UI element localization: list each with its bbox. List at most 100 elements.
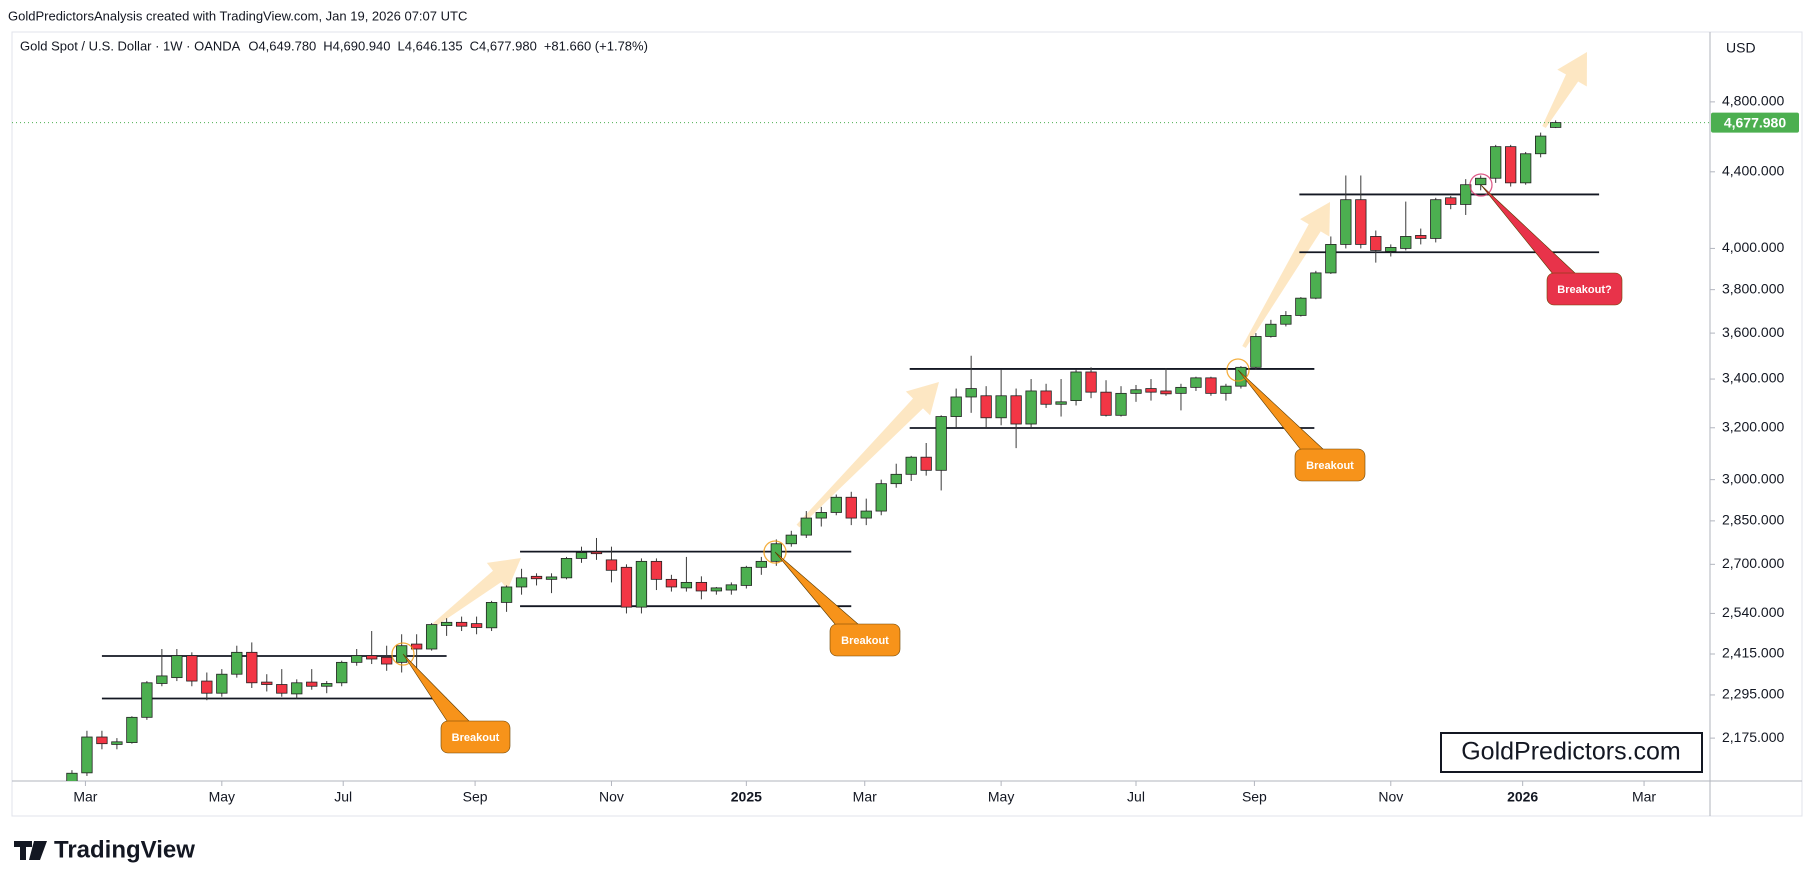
candle-body — [1430, 199, 1442, 239]
candle-body — [1190, 377, 1202, 388]
candle-body — [515, 577, 528, 588]
legend-value: +81.660 (+1.78%) — [544, 38, 648, 53]
candle-body — [1310, 272, 1322, 299]
last-price-label: 4,677.980 — [1724, 114, 1786, 130]
legend-value: O4,649.780 — [248, 38, 316, 53]
candle-body — [186, 655, 198, 682]
callout-box — [1546, 272, 1623, 306]
candle-body — [216, 673, 228, 694]
projection-arrow — [1542, 52, 1587, 128]
candle-body — [1295, 297, 1307, 316]
y-tick-label: 4,400.000 — [1722, 163, 1784, 179]
projection-arrow — [796, 382, 939, 528]
candle-body — [950, 396, 962, 417]
y-tick-label: 2,700.000 — [1722, 555, 1784, 571]
x-tick-label: May — [988, 789, 1014, 805]
candle-body — [770, 543, 782, 562]
candle-body — [1070, 371, 1082, 402]
candle-body — [1160, 390, 1172, 395]
candle-body — [351, 655, 363, 663]
y-tick-label: 3,200.000 — [1722, 418, 1784, 434]
candle-body — [1055, 401, 1067, 405]
callout: Breakout — [1237, 369, 1366, 482]
candle-body — [1325, 244, 1337, 274]
x-tick-label: Nov — [599, 789, 624, 805]
breakout-circle — [1469, 173, 1493, 197]
candle-body — [201, 680, 213, 694]
candle-body — [336, 661, 348, 684]
candle-body — [935, 416, 947, 471]
brand: TradingView — [14, 836, 195, 863]
callout-label: Breakout — [841, 635, 889, 647]
candle-body — [680, 581, 693, 589]
candle-body — [635, 560, 648, 608]
candle-body — [830, 496, 842, 513]
candle-body — [1265, 323, 1277, 337]
candle-body — [1025, 390, 1037, 425]
y-tick-label: 2,175.000 — [1722, 729, 1784, 745]
x-tick-label: 2025 — [731, 789, 762, 805]
candle-body — [111, 741, 123, 745]
candle-body — [66, 772, 78, 781]
candle-body — [485, 602, 498, 629]
candle-body — [905, 456, 917, 475]
candle-body — [920, 456, 932, 471]
candle-body — [306, 681, 318, 687]
legend-value: C4,677.980 — [470, 38, 537, 53]
callout: Breakout — [774, 551, 901, 657]
y-tick-label: 4,800.000 — [1722, 93, 1784, 109]
candle-body — [1475, 177, 1487, 186]
brand-name: TradingView — [54, 836, 195, 863]
candle-body — [575, 552, 588, 559]
currency: USD — [1726, 40, 1756, 56]
breakout-circle — [763, 540, 787, 564]
plot-area — [12, 52, 1710, 781]
candle-body — [141, 682, 153, 718]
candle-body — [425, 624, 438, 650]
candle-body — [1415, 235, 1427, 239]
candle-body — [665, 578, 678, 588]
candle-body — [1385, 247, 1397, 252]
candle-body — [470, 623, 483, 628]
x-tick-label: Sep — [1242, 789, 1267, 805]
candle-body — [1115, 392, 1127, 416]
watermark-box: GoldPredictors.com — [1440, 732, 1703, 773]
y-tick-label: 3,800.000 — [1722, 280, 1784, 296]
breakout-circle — [391, 642, 415, 666]
y-tick-label: 2,850.000 — [1722, 512, 1784, 528]
callout-label: Breakout — [1306, 460, 1354, 472]
projection-arrow — [1242, 202, 1330, 349]
candle-body — [650, 560, 663, 580]
chart-frame — [11, 31, 1803, 817]
candle-body — [980, 395, 992, 419]
candle-body — [605, 559, 618, 571]
y-tick-label: 3,400.000 — [1722, 370, 1784, 386]
candle-body — [171, 655, 183, 679]
candle-body — [1490, 146, 1502, 179]
y-tick-label: 2,415.000 — [1722, 645, 1784, 661]
legend-symbol: Gold Spot / U.S. Dollar · 1W · OANDA — [20, 38, 241, 53]
candle-body — [710, 587, 723, 592]
candle-body — [1205, 377, 1217, 394]
candle-body — [1340, 199, 1352, 245]
y-tick-label: 4,000.000 — [1722, 239, 1784, 255]
candle-body — [1400, 236, 1412, 249]
candle-body — [725, 584, 738, 591]
candle-body — [1220, 385, 1232, 394]
candle-body — [1250, 336, 1262, 368]
candle-body — [440, 621, 453, 626]
y-tick-label: 2,295.000 — [1722, 686, 1784, 702]
candle-body — [1520, 153, 1532, 184]
x-tick-label: Mar — [1632, 789, 1656, 805]
candle-body — [620, 566, 633, 608]
callout-box — [829, 623, 901, 657]
candle-body — [1040, 390, 1052, 405]
candle-body — [890, 473, 902, 485]
callout-box — [440, 720, 511, 754]
x-tick-label: Jul — [334, 789, 352, 805]
candle-body — [1100, 391, 1112, 416]
candle-body — [500, 586, 513, 603]
watermark: GoldPredictors.com — [1461, 738, 1681, 766]
x-tick-label: Nov — [1378, 789, 1403, 805]
